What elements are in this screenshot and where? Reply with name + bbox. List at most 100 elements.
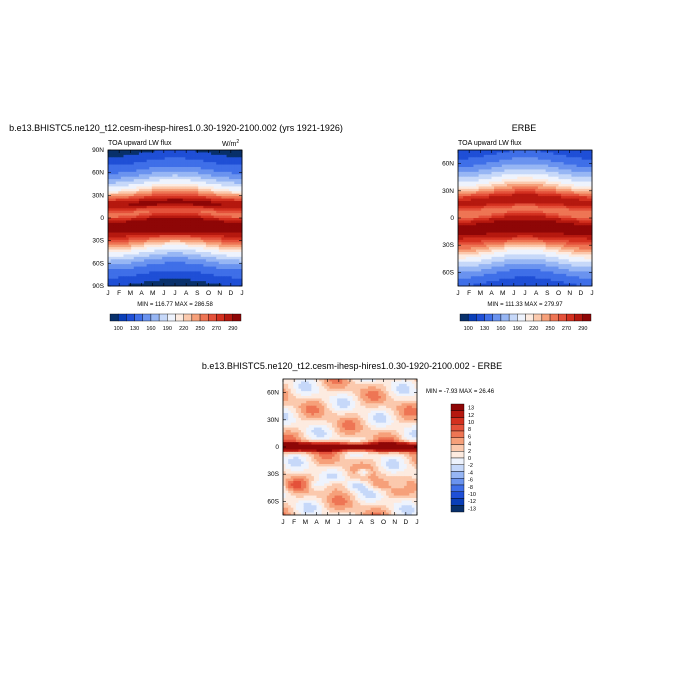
heatmap-cell bbox=[473, 179, 477, 182]
heatmap-cell bbox=[478, 213, 482, 216]
heatmap-cell bbox=[512, 239, 516, 243]
heatmap-cell bbox=[566, 164, 570, 168]
heatmap-cell bbox=[460, 218, 464, 221]
heatmap-cell bbox=[177, 169, 181, 173]
heatmap-cell bbox=[550, 196, 554, 199]
heatmap-cell bbox=[120, 227, 124, 231]
heatmap-cell bbox=[151, 203, 155, 207]
heatmap-cell bbox=[532, 191, 536, 195]
heatmap-cell bbox=[481, 235, 485, 238]
heatmap-cell bbox=[218, 150, 222, 153]
heatmap-cell bbox=[478, 191, 482, 195]
heatmap-cell bbox=[175, 213, 178, 216]
heatmap-cell bbox=[141, 210, 145, 214]
heatmap-cell bbox=[123, 254, 127, 258]
heatmap-cell bbox=[149, 218, 153, 221]
heatmap-cell bbox=[115, 261, 119, 265]
heatmap-cell bbox=[548, 222, 552, 226]
heatmap-cell bbox=[586, 196, 590, 199]
heatmap-cell bbox=[164, 157, 168, 161]
heatmap-cell bbox=[584, 210, 588, 214]
heatmap-cell bbox=[120, 239, 124, 243]
heatmap-cell bbox=[190, 171, 194, 175]
heatmap-cell bbox=[236, 201, 240, 204]
heatmap-cell bbox=[236, 281, 240, 284]
heatmap-cell bbox=[151, 249, 155, 253]
heatmap-cell bbox=[133, 230, 137, 233]
heatmap-cell bbox=[491, 210, 495, 214]
heatmap-cell bbox=[584, 198, 588, 202]
heatmap-cell bbox=[164, 232, 168, 236]
heatmap-cell bbox=[496, 191, 500, 195]
heatmap-cell bbox=[149, 259, 153, 263]
heatmap-cell bbox=[213, 208, 217, 212]
heatmap-cell bbox=[203, 171, 207, 175]
heatmap-cell bbox=[213, 191, 217, 195]
heatmap-cell bbox=[133, 196, 137, 199]
heatmap-cell bbox=[118, 176, 122, 180]
heatmap-cell bbox=[159, 273, 163, 277]
heatmap-cell bbox=[501, 181, 505, 185]
heatmap-cell bbox=[512, 225, 516, 229]
heatmap-cell bbox=[532, 237, 536, 241]
heatmap-cell bbox=[172, 191, 176, 195]
heatmap-cell bbox=[501, 210, 505, 214]
heatmap-cell bbox=[504, 203, 508, 207]
heatmap-cell bbox=[131, 164, 135, 168]
heatmap-cell bbox=[543, 159, 547, 163]
heatmap-cell bbox=[123, 215, 127, 219]
heatmap-cell bbox=[218, 225, 222, 229]
heatmap-cell bbox=[190, 254, 194, 258]
heatmap-cell bbox=[167, 154, 171, 158]
heatmap-cell bbox=[527, 193, 531, 197]
heatmap-cell bbox=[162, 242, 166, 246]
heatmap-cell bbox=[545, 164, 549, 168]
x-tick-label: J bbox=[173, 290, 176, 297]
heatmap-cell bbox=[162, 281, 166, 284]
heatmap-cell bbox=[154, 203, 158, 207]
heatmap-cell bbox=[481, 176, 485, 180]
heatmap-cell bbox=[465, 181, 469, 185]
heatmap-cell bbox=[506, 230, 510, 233]
heatmap-cell bbox=[231, 237, 235, 241]
heatmap-cell bbox=[115, 256, 119, 260]
heatmap-cell bbox=[126, 256, 130, 260]
heatmap-cell bbox=[535, 164, 539, 168]
heatmap-cell bbox=[543, 174, 547, 178]
heatmap-cell bbox=[517, 162, 521, 165]
heatmap-cell bbox=[133, 193, 137, 197]
heatmap-cell bbox=[483, 152, 487, 156]
heatmap-cell bbox=[180, 237, 184, 241]
heatmap-cell bbox=[512, 232, 516, 236]
heatmap-cell bbox=[548, 162, 552, 165]
heatmap-cell bbox=[113, 150, 117, 153]
heatmap-cell bbox=[146, 150, 150, 153]
heatmap-cell bbox=[151, 213, 155, 216]
heatmap-cell bbox=[463, 167, 467, 170]
heatmap-cell bbox=[133, 232, 137, 236]
heatmap-cell bbox=[120, 201, 124, 204]
heatmap-cell bbox=[476, 196, 480, 199]
heatmap-cell bbox=[465, 171, 469, 175]
heatmap-cell bbox=[200, 164, 204, 168]
heatmap-cell bbox=[231, 256, 235, 260]
heatmap-cell bbox=[175, 235, 178, 238]
heatmap-cell bbox=[144, 247, 148, 250]
heatmap-cell bbox=[226, 259, 230, 263]
heatmap-cell bbox=[494, 235, 498, 238]
heatmap-cell bbox=[126, 191, 130, 195]
heatmap-cell bbox=[226, 239, 230, 243]
heatmap-cell bbox=[527, 169, 531, 173]
heatmap-cell bbox=[175, 237, 178, 241]
heatmap-cell bbox=[162, 210, 166, 214]
heatmap-cell bbox=[208, 232, 212, 236]
heatmap-cell bbox=[239, 235, 243, 238]
heatmap-cell bbox=[563, 154, 567, 158]
heatmap-cell bbox=[496, 171, 500, 175]
heatmap-cell bbox=[141, 218, 145, 221]
heatmap-cell bbox=[234, 218, 238, 221]
heatmap-cell bbox=[496, 188, 500, 192]
heatmap-cell bbox=[131, 278, 135, 282]
heatmap-cell bbox=[187, 167, 191, 170]
heatmap-cell bbox=[501, 237, 505, 241]
